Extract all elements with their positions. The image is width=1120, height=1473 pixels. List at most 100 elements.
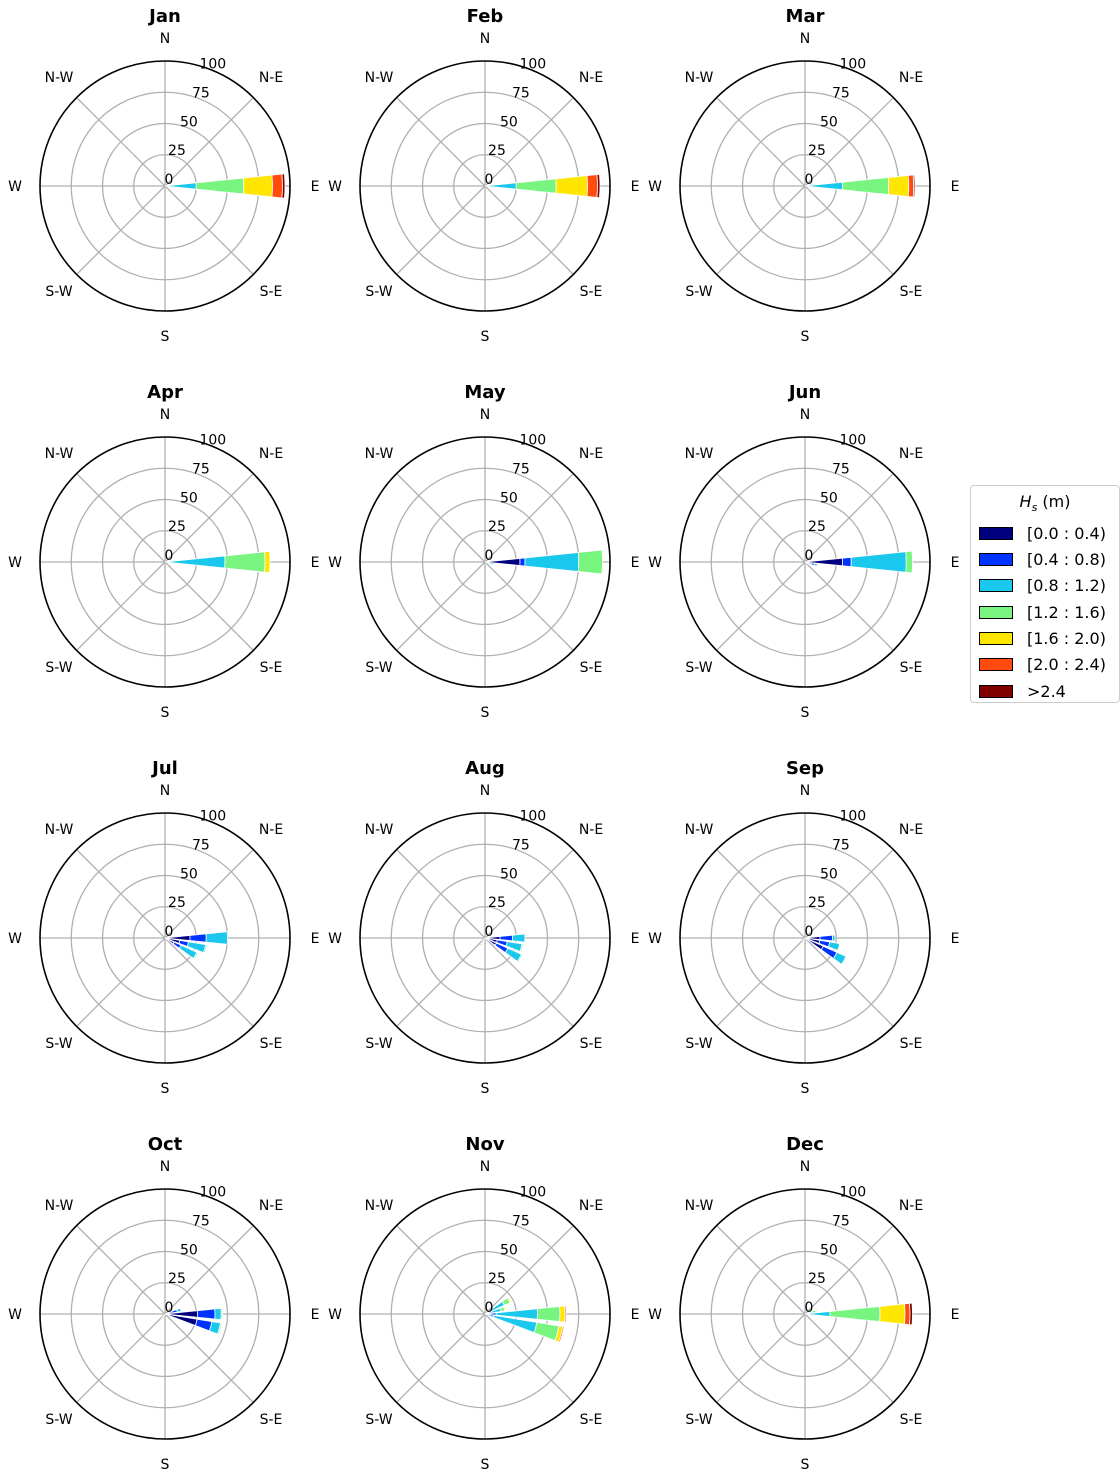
direction-label: N-E [899,446,923,462]
radial-tick-label: 100 [839,809,866,825]
direction-label: S-E [900,1036,923,1052]
radial-tick-label: 25 [168,519,186,535]
wind-sector [804,561,818,567]
radial-tick-label: 0 [805,1300,814,1316]
direction-label: S [161,329,170,345]
sector-bin [203,944,208,954]
grid-spoke [164,937,254,1027]
grid-spoke [804,849,894,939]
wind-rose-panel: 0 25 50 75 100 N N-E E S-E S S-W W N-W Aug [328,758,639,1097]
wind-sector [160,1313,166,1321]
grid-spoke [164,97,254,187]
direction-label: S-E [260,660,283,676]
grid-spoke [396,849,486,939]
legend-item: >2.4 [979,678,1119,704]
radial-tick-label: 75 [192,837,210,853]
direction-label: N-E [259,70,283,86]
radial-tick-label: 0 [165,924,174,940]
radial-tick-label: 25 [488,1271,506,1287]
legend-swatch [979,658,1013,672]
panel-title: May [464,382,506,403]
grid-spoke [484,849,574,939]
direction-label: N-W [365,70,394,86]
polar-frame [679,436,931,688]
sector-bin [214,1307,222,1321]
radial-tick-label: 50 [820,114,838,130]
direction-label: E [951,179,960,195]
sector-bin [829,1305,881,1323]
radial-tick-label: 75 [512,85,530,101]
grid-spoke [484,561,574,651]
direction-label: S-W [45,660,72,676]
legend-title: Hs (m) [979,492,1119,514]
radial-tick-label: 75 [192,1213,210,1229]
radial-tick-label: 100 [519,1185,546,1201]
radial-tick-label: 0 [485,924,494,940]
legend: Hs (m) [0.0 : 0.4) [0.4 : 0.8) [0.8 : 1.2)… [970,485,1120,703]
radial-tick-label: 50 [820,490,838,506]
direction-label: W [328,931,342,947]
polar-frame [359,812,611,1064]
grid-spoke [716,1313,806,1403]
grid-spoke [804,97,894,187]
sector-bin [806,562,809,565]
polar-frame [39,1188,291,1440]
direction-label: S-E [580,284,603,300]
sector-bin [479,942,483,947]
direction-label: S [481,329,490,345]
radial-tick-label: 0 [485,172,494,188]
grid-spoke [716,937,806,1027]
sector-bin [555,175,588,197]
wind-sector [164,1307,223,1321]
radial-tick-label: 50 [500,490,518,506]
sector-bin [813,563,818,567]
grid-spoke [76,473,166,563]
grid-spoke [164,1313,254,1403]
wind-rose-panel: 0 25 50 75 100 N N-E E S-E S S-W W N-W Sep [648,758,959,1097]
wind-sector [479,937,486,947]
direction-label: N-W [365,446,394,462]
sector-bin [506,1296,512,1304]
wind-sector [164,1307,182,1315]
radial-tick-label: 100 [839,1185,866,1201]
radial-tick-label: 25 [488,895,506,911]
radial-tick-label: 0 [165,548,174,564]
sector-bin [516,953,524,963]
direction-label: N-W [45,1198,74,1214]
direction-label: N-W [45,70,74,86]
legend-swatch [979,684,1013,698]
sector-bin [841,556,852,568]
direction-label: N-E [259,1198,283,1214]
direction-label: S-W [685,660,712,676]
panel-title: Oct [148,1134,183,1155]
sector-bin [524,552,580,572]
wind-sector [804,182,815,187]
grid-spoke [716,1225,806,1315]
direction-label: S-E [260,1412,283,1428]
radial-tick-label: 75 [192,85,210,101]
grid-spoke [76,937,166,1027]
grid-spoke [164,849,254,939]
radial-tick-label: 50 [500,1242,518,1258]
direction-label: N [480,1159,490,1175]
wind-sector [804,1302,913,1326]
sector-bin [195,177,245,195]
radial-tick-label: 75 [192,461,210,477]
direction-label: S [161,1081,170,1097]
radial-tick-label: 50 [180,490,198,506]
grid-spoke [484,937,574,1027]
wind-rose-panel: 0 25 50 75 100 N N-E E S-E S S-W W N-W Jun [648,382,959,721]
direction-label: W [648,931,662,947]
radial-tick-label: 25 [808,519,826,535]
direction-label: E [631,555,640,571]
wind-rose-panel: 0 25 50 75 100 N N-E E S-E S S-W W N-W Jul [8,758,319,1097]
direction-label: E [311,555,320,571]
radial-tick-label: 0 [165,172,174,188]
direction-label: S-W [365,1412,392,1428]
sector-bin [519,943,524,953]
grid-spoke [76,1225,166,1315]
direction-label: N-E [579,70,603,86]
grid-spoke [484,97,574,187]
direction-label: S-W [45,1036,72,1052]
sector-bin [511,933,526,943]
